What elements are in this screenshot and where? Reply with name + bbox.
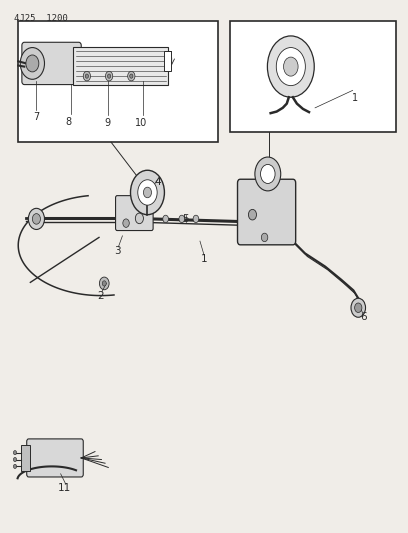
Text: 6: 6 <box>360 312 367 322</box>
Circle shape <box>144 187 151 198</box>
Circle shape <box>26 55 39 72</box>
Text: 7: 7 <box>33 112 40 122</box>
Circle shape <box>130 74 133 78</box>
Circle shape <box>179 215 184 223</box>
Text: 3: 3 <box>114 246 120 256</box>
Circle shape <box>20 47 44 79</box>
Bar <box>22 445 30 471</box>
Text: 5: 5 <box>182 214 189 224</box>
Bar <box>164 51 171 71</box>
Text: 9: 9 <box>104 118 110 128</box>
Text: 8: 8 <box>66 117 72 127</box>
Circle shape <box>355 303 362 312</box>
Bar <box>230 21 396 132</box>
Circle shape <box>100 277 109 290</box>
Circle shape <box>193 215 199 223</box>
Text: 1: 1 <box>201 254 207 263</box>
Circle shape <box>255 157 281 191</box>
Circle shape <box>248 209 257 220</box>
Circle shape <box>83 71 91 81</box>
Circle shape <box>123 219 129 228</box>
Circle shape <box>13 457 17 462</box>
FancyBboxPatch shape <box>237 179 296 245</box>
Text: 4: 4 <box>154 177 161 187</box>
Circle shape <box>351 298 366 317</box>
Circle shape <box>13 450 17 455</box>
Text: 2: 2 <box>98 290 104 301</box>
Circle shape <box>32 214 40 224</box>
FancyBboxPatch shape <box>115 196 153 231</box>
Circle shape <box>28 208 44 230</box>
Circle shape <box>85 74 89 78</box>
Bar <box>73 47 168 85</box>
Circle shape <box>102 281 106 286</box>
Circle shape <box>138 180 157 205</box>
Circle shape <box>105 71 113 81</box>
Text: 10: 10 <box>135 118 148 128</box>
FancyBboxPatch shape <box>27 439 83 477</box>
Text: 11: 11 <box>58 482 71 492</box>
Circle shape <box>261 165 275 183</box>
Circle shape <box>262 233 268 241</box>
FancyBboxPatch shape <box>22 42 81 85</box>
Circle shape <box>107 74 111 78</box>
Circle shape <box>128 71 135 81</box>
Circle shape <box>131 170 164 215</box>
Text: 4J25  1200: 4J25 1200 <box>14 14 68 23</box>
Bar <box>18 21 218 142</box>
Circle shape <box>13 464 17 469</box>
Text: 1: 1 <box>353 93 359 103</box>
Circle shape <box>135 213 144 224</box>
Circle shape <box>267 36 314 98</box>
Circle shape <box>163 215 169 223</box>
Circle shape <box>276 47 305 86</box>
Circle shape <box>284 57 298 76</box>
